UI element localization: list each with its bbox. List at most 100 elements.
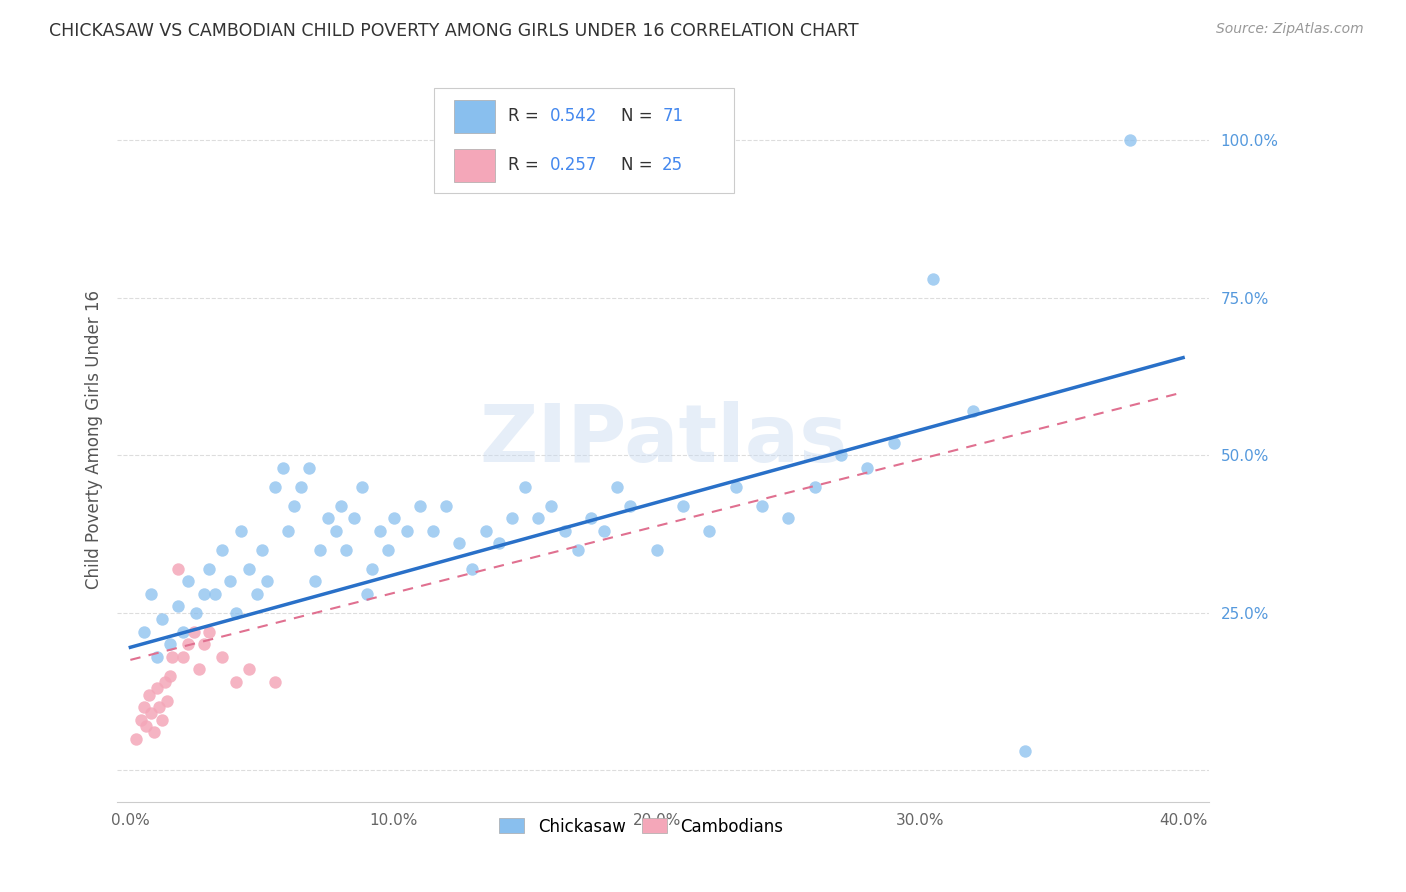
Point	[606, 480, 628, 494]
Point	[699, 524, 721, 538]
Point	[159, 668, 181, 682]
Point	[335, 542, 357, 557]
Point	[148, 700, 170, 714]
Point	[329, 499, 352, 513]
Point	[283, 499, 305, 513]
Y-axis label: Child Poverty Among Girls Under 16: Child Poverty Among Girls Under 16	[86, 290, 103, 589]
Point	[256, 574, 278, 589]
Point	[619, 499, 641, 513]
Point	[124, 731, 146, 746]
Point	[922, 272, 945, 286]
Point	[449, 536, 471, 550]
Point	[153, 675, 176, 690]
Point	[370, 524, 392, 538]
Point	[229, 524, 252, 538]
Point	[290, 480, 312, 494]
Point	[198, 561, 221, 575]
Point	[343, 511, 366, 525]
Point	[377, 542, 399, 557]
Point	[129, 713, 152, 727]
Point	[150, 612, 173, 626]
Point	[883, 435, 905, 450]
Point	[830, 448, 852, 462]
Point	[962, 404, 984, 418]
Text: 0.542: 0.542	[550, 107, 598, 126]
Point	[177, 637, 200, 651]
Point	[593, 524, 616, 538]
Point	[316, 511, 339, 525]
Text: CHICKASAW VS CAMBODIAN CHILD POVERTY AMONG GIRLS UNDER 16 CORRELATION CHART: CHICKASAW VS CAMBODIAN CHILD POVERTY AMO…	[49, 22, 859, 40]
Point	[778, 511, 800, 525]
Point	[166, 599, 188, 614]
FancyBboxPatch shape	[454, 149, 495, 182]
Point	[751, 499, 773, 513]
Point	[264, 480, 287, 494]
Point	[198, 624, 221, 639]
Point	[246, 587, 269, 601]
Point	[724, 480, 747, 494]
Point	[382, 511, 405, 525]
Point	[145, 649, 167, 664]
Point	[238, 662, 260, 676]
Point	[567, 542, 589, 557]
Point	[166, 561, 188, 575]
Point	[356, 587, 378, 601]
Point	[132, 700, 155, 714]
Point	[135, 719, 157, 733]
Point	[277, 524, 299, 538]
Point	[183, 624, 205, 639]
Point	[271, 460, 294, 475]
Point	[177, 574, 200, 589]
Point	[361, 561, 384, 575]
Point	[193, 587, 215, 601]
Point	[145, 681, 167, 696]
Point	[554, 524, 576, 538]
Point	[211, 542, 233, 557]
Point	[186, 606, 208, 620]
Point	[325, 524, 347, 538]
Point	[488, 536, 510, 550]
Point	[513, 480, 536, 494]
Point	[579, 511, 602, 525]
Point	[540, 499, 562, 513]
Point	[474, 524, 496, 538]
Point	[856, 460, 879, 475]
Point	[159, 637, 181, 651]
Point	[172, 624, 194, 639]
Point	[150, 713, 173, 727]
Point	[138, 688, 160, 702]
Point	[350, 480, 373, 494]
Point	[501, 511, 523, 525]
Text: 0.257: 0.257	[550, 156, 598, 174]
Text: N =: N =	[620, 156, 658, 174]
Point	[193, 637, 215, 651]
Point	[461, 561, 484, 575]
Point	[308, 542, 330, 557]
Text: ZIPatlas: ZIPatlas	[479, 401, 848, 478]
Point	[264, 675, 287, 690]
Point	[298, 460, 321, 475]
Point	[132, 624, 155, 639]
Point	[141, 706, 163, 721]
Point	[803, 480, 825, 494]
Point	[162, 649, 184, 664]
Point	[250, 542, 273, 557]
Text: R =: R =	[508, 156, 544, 174]
Point	[211, 649, 233, 664]
Point	[204, 587, 226, 601]
Point	[219, 574, 242, 589]
Text: 25: 25	[662, 156, 683, 174]
Point	[238, 561, 260, 575]
Text: R =: R =	[508, 107, 544, 126]
Point	[141, 587, 163, 601]
Point	[172, 649, 194, 664]
Point	[395, 524, 418, 538]
Point	[143, 725, 166, 739]
Text: N =: N =	[620, 107, 658, 126]
Text: Source: ZipAtlas.com: Source: ZipAtlas.com	[1216, 22, 1364, 37]
Point	[527, 511, 550, 525]
FancyBboxPatch shape	[434, 88, 734, 194]
Legend: Chickasaw, Cambodians: Chickasaw, Cambodians	[491, 809, 792, 844]
Point	[409, 499, 432, 513]
Point	[1119, 133, 1142, 147]
